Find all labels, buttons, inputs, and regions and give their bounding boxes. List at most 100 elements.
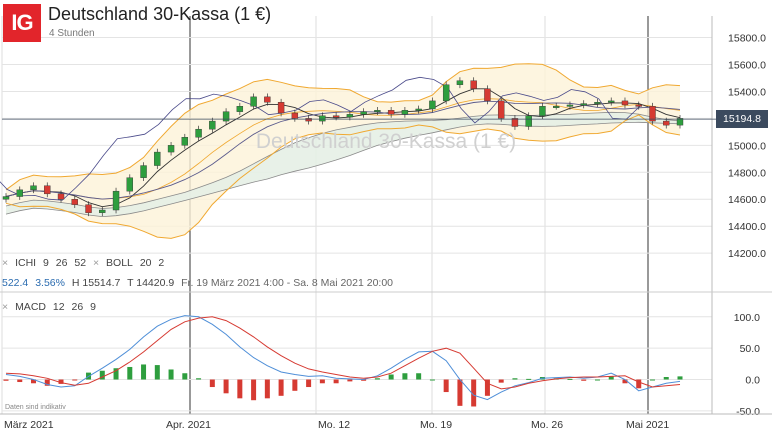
macd-histogram-bar <box>127 366 133 380</box>
chikou-line <box>0 76 641 201</box>
macd-histogram-bar <box>581 379 587 381</box>
candle-body <box>209 120 216 130</box>
boll-param-1: 20 <box>139 257 152 269</box>
candle-body <box>195 128 202 138</box>
macd-histogram-bar <box>361 379 367 381</box>
x-tick-label: März 2021 <box>4 419 54 431</box>
macd-histogram-bar <box>44 379 50 386</box>
candle-body <box>264 96 271 103</box>
macd-histogram-bar <box>663 377 669 380</box>
candle-body <box>594 102 601 104</box>
change-value: 522.4 <box>2 277 29 289</box>
candle-body <box>442 84 450 102</box>
candle-body <box>511 118 519 127</box>
candle-body <box>374 110 381 113</box>
overlay-indicator-bar: × ICHI 9 26 52 × BOLL 20 2 <box>2 257 168 269</box>
price-tick-label: 15400.0 <box>728 86 766 98</box>
close-icon[interactable]: × <box>2 301 9 313</box>
price-tick-label: 14200.0 <box>728 248 766 260</box>
macd-histogram-bar <box>374 378 380 380</box>
macd-histogram-bar <box>457 379 463 406</box>
price-tick-label: 15000.0 <box>728 140 766 152</box>
stats-bar: 522.4 3.56% H 15514.7 T 14420.9 Fr. 19 M… <box>2 277 397 289</box>
instrument-title: Deutschland 30-Kassa (1 €) <box>48 4 272 24</box>
macd-histogram-bar <box>498 379 504 383</box>
chart-watermark: Deutschland 30-Kassa (1 €) <box>256 130 516 153</box>
x-tick-label: Mo. 19 <box>420 419 452 431</box>
boll-param-2: 2 <box>158 257 165 269</box>
candle-body <box>346 114 354 118</box>
price-tick-label: 15800.0 <box>728 33 766 45</box>
macd-histogram-bar <box>113 368 119 380</box>
macd-histogram-bar <box>17 379 23 383</box>
date-range: Fr. 19 März 2021 4:00 - Sa. 8 Mai 2021 2… <box>181 277 394 289</box>
macd-histogram-bar <box>567 378 573 380</box>
candle-body <box>608 100 615 103</box>
macd-histogram-bar <box>622 379 628 384</box>
candle-body <box>332 115 340 118</box>
candle-body <box>553 106 560 108</box>
candle-body <box>401 110 409 115</box>
signal-line <box>5 316 681 390</box>
macd-label[interactable]: MACD <box>15 301 46 313</box>
candle-body <box>429 100 436 110</box>
macd-histogram-bar <box>677 376 683 380</box>
macd-histogram-bar <box>31 379 37 384</box>
ichi-param-3: 52 <box>74 257 87 269</box>
macd-histogram-bar <box>649 379 655 381</box>
macd-histogram-bar <box>416 373 422 380</box>
macd-histogram-bar <box>319 379 325 384</box>
macd-histogram-bar <box>429 379 435 381</box>
candle-body <box>16 189 23 197</box>
ichi-param-1: 9 <box>42 257 49 269</box>
macd-histogram-bar <box>443 379 449 393</box>
price-tick-label: 14800.0 <box>728 167 766 179</box>
macd-histogram-bar <box>388 374 394 380</box>
macd-histogram-bar <box>154 365 160 380</box>
change-percent: 3.56% <box>35 277 65 289</box>
macd-histogram-bar <box>608 376 614 380</box>
bollinger-lower <box>5 114 681 239</box>
macd-histogram-bar <box>3 379 9 381</box>
ichi-label[interactable]: ICHI <box>15 257 37 269</box>
macd-histogram-bar <box>333 379 339 384</box>
candle-body <box>222 111 230 122</box>
indicative-footnote: Daten sind indikativ <box>5 404 66 411</box>
candle-body <box>580 103 587 106</box>
macd-line <box>5 315 681 401</box>
macd-histogram-bar <box>306 379 312 388</box>
macd-histogram-bar <box>168 369 174 380</box>
candle-body <box>676 118 684 126</box>
candle-body <box>360 111 367 115</box>
candle-body <box>305 118 312 122</box>
candle-body <box>635 104 642 107</box>
close-icon[interactable]: × <box>2 257 9 269</box>
candle-body <box>539 106 546 116</box>
macd-histogram-bar <box>99 370 105 380</box>
boll-label[interactable]: BOLL <box>106 257 133 269</box>
x-tick-label: Mo. 26 <box>531 419 563 431</box>
candle-body <box>277 102 285 114</box>
candle-body <box>112 190 120 211</box>
macd-histogram-bar <box>636 379 642 389</box>
candle-body <box>140 165 147 178</box>
candle-body <box>415 108 422 111</box>
macd-histogram-bar <box>278 379 284 396</box>
candle-body <box>181 137 189 146</box>
macd-indicator-bar: × MACD 12 26 9 <box>2 301 100 313</box>
macd-histogram-bar <box>526 378 532 380</box>
candle-body <box>566 104 574 107</box>
macd-histogram-bar <box>182 373 188 380</box>
macd-histogram-bar <box>58 379 64 384</box>
candle-body <box>44 185 51 195</box>
candle-body <box>484 88 491 102</box>
x-tick-label: Mo. 12 <box>318 419 350 431</box>
candle-body <box>319 115 326 122</box>
candle-body <box>621 100 629 106</box>
candle-body <box>291 112 299 119</box>
candle-body <box>126 177 133 192</box>
candle-body <box>71 199 78 205</box>
bollinger-upper <box>5 63 681 191</box>
candle-body <box>236 106 244 112</box>
close-icon[interactable]: × <box>92 257 100 269</box>
